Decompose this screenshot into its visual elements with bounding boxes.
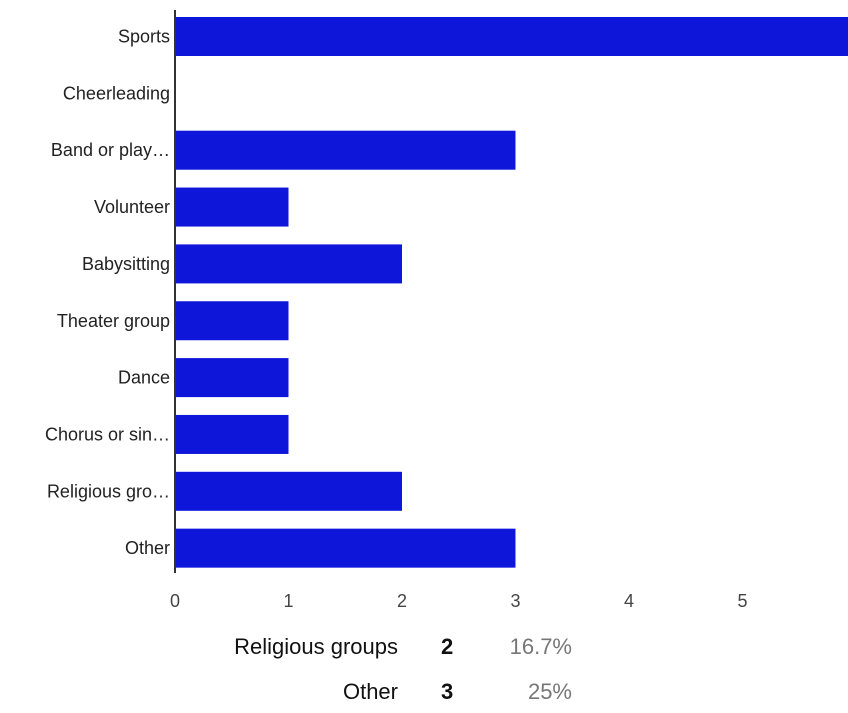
category-label: Band or play… [51, 140, 170, 160]
bar [175, 358, 289, 398]
category-label: Chorus or sin… [45, 424, 170, 444]
summary-percent: 16.7% [509, 634, 572, 659]
category-label: Cheerleading [63, 83, 170, 103]
bar [175, 471, 402, 511]
bar [175, 187, 289, 227]
bar [175, 244, 402, 284]
summary-row-other: Other 3 25% [0, 679, 848, 713]
summary-label: Religious groups [234, 634, 398, 659]
x-tick-label: 1 [283, 591, 293, 611]
x-tick-label: 4 [624, 591, 634, 611]
summary-count: 2 [441, 634, 454, 659]
category-label: Volunteer [94, 197, 170, 217]
x-tick-label: 5 [737, 591, 747, 611]
category-label: Sports [118, 27, 170, 47]
summary-count: 3 [441, 679, 454, 704]
bar [175, 130, 516, 170]
bar [175, 17, 848, 56]
category-label: Other [125, 538, 170, 558]
x-tick-label: 2 [397, 591, 407, 611]
summary-label: Other [342, 679, 398, 704]
category-label: Dance [118, 368, 170, 388]
summary-percent: 25% [527, 679, 572, 704]
x-tick-label: 3 [510, 591, 520, 611]
bar [175, 301, 289, 341]
category-label: Babysitting [82, 254, 170, 274]
summary-row-religious-groups: Religious groups 2 16.7% [0, 634, 848, 668]
category-label: Religious gro… [47, 481, 170, 501]
bar [175, 414, 289, 454]
bar-chart: Sports Cheerleading Band or play… Volunteer… [45, 10, 848, 611]
bar [175, 528, 516, 568]
category-label: Theater group [57, 311, 170, 331]
x-tick-label: 0 [170, 591, 180, 611]
